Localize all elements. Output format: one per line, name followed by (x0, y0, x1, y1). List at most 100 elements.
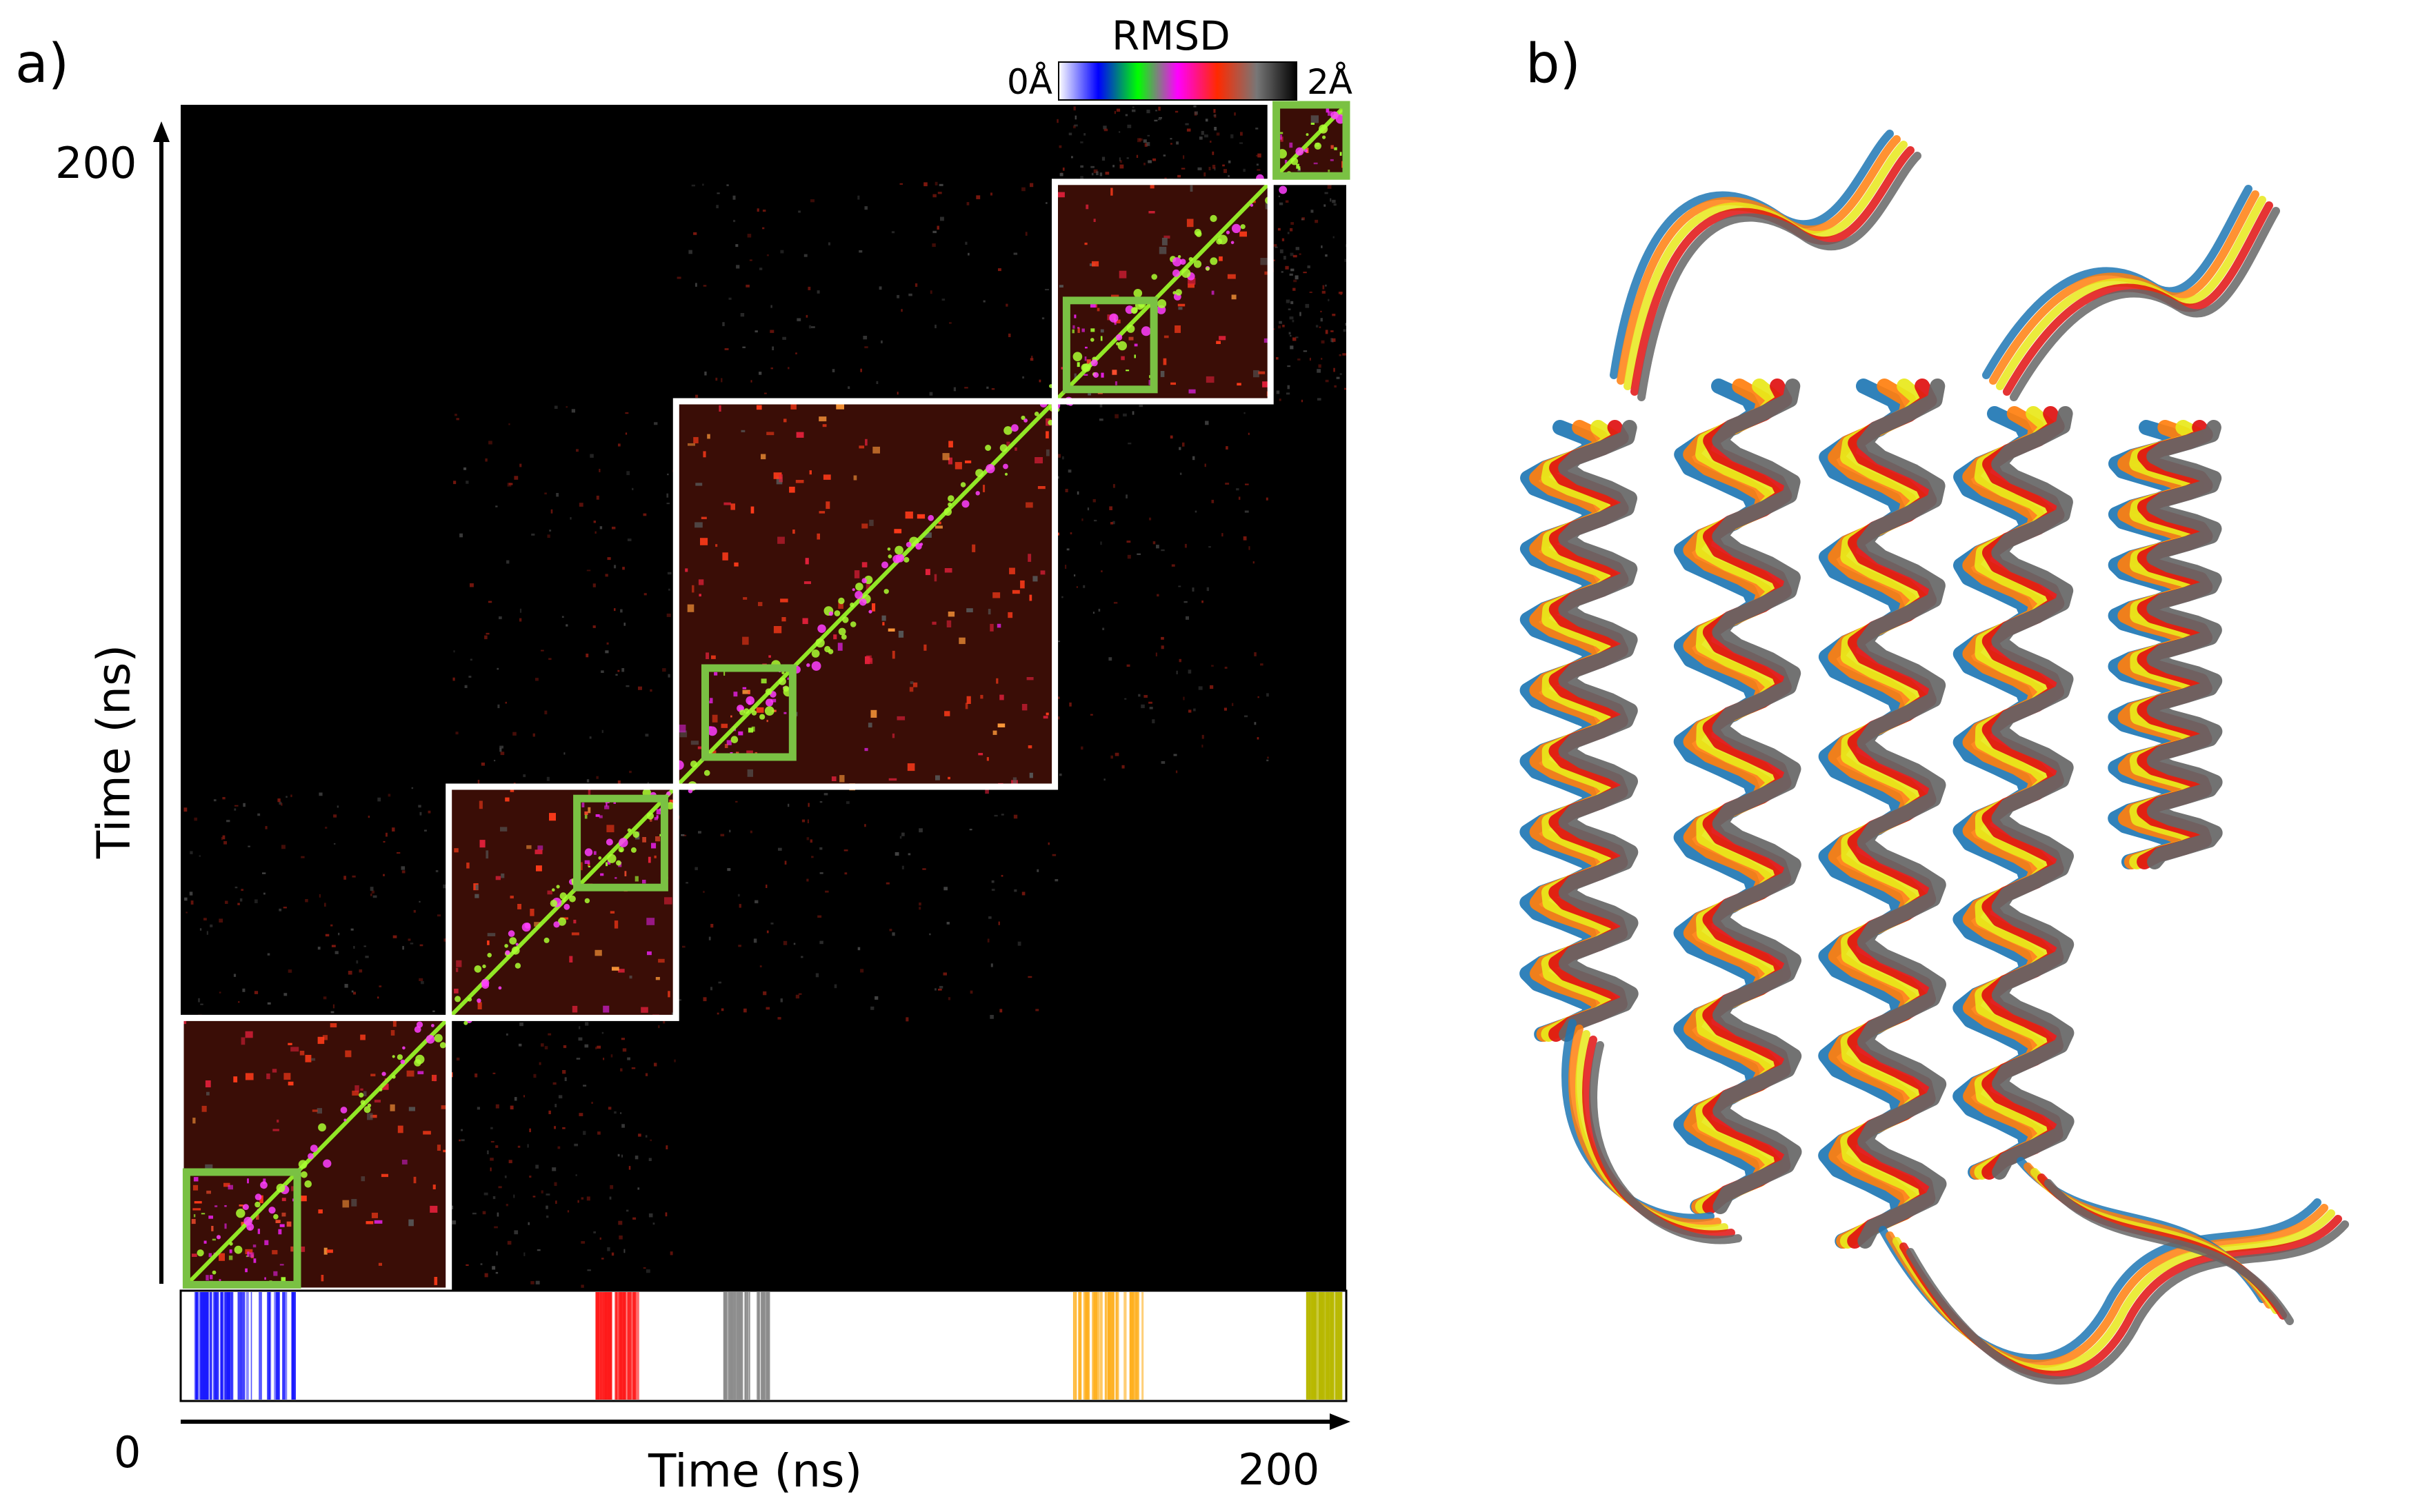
cluster-band-3 (746, 1292, 749, 1400)
cluster-box-4 (1052, 179, 1274, 405)
cluster-band-1 (246, 1292, 249, 1400)
colorbar-title: RMSD (1112, 12, 1230, 59)
cluster-band-4 (1073, 1292, 1077, 1400)
loop-segment (1637, 152, 1921, 401)
loop-segment (1906, 1220, 2349, 1385)
cluster-band-1 (194, 1292, 198, 1400)
cluster-band-4 (1096, 1292, 1099, 1400)
cluster-core-box-2 (573, 794, 668, 891)
cluster-band-3 (761, 1292, 762, 1400)
loop-segment (2010, 207, 2280, 401)
axes (153, 121, 1350, 1430)
cluster-band-5 (1339, 1292, 1343, 1400)
x-tick-label-0: 0 (114, 1427, 141, 1478)
cluster-band-1 (276, 1292, 280, 1400)
cluster-band-3 (741, 1292, 743, 1400)
cluster-band-2 (604, 1292, 608, 1400)
helix-ribbon (1558, 420, 1639, 1042)
colorbar-max-label: 2Å (1307, 62, 1353, 102)
panel-b-label: b) (1526, 33, 1581, 95)
x-axis-label: Time (ns) (648, 1444, 863, 1498)
cluster-band-3 (762, 1292, 766, 1400)
cluster-band-5 (1315, 1292, 1319, 1400)
cluster-band-1 (283, 1292, 288, 1400)
cluster-band-1 (212, 1292, 217, 1400)
cluster-band-2 (596, 1292, 600, 1400)
helix-ribbon (1712, 379, 1802, 1214)
cluster-band-2 (627, 1292, 632, 1400)
cluster-band-5 (1330, 1292, 1332, 1400)
cluster-band-2 (608, 1292, 612, 1400)
loop-segment (1589, 1041, 1742, 1244)
cluster-core-box-3 (701, 664, 797, 761)
cluster-band-1 (259, 1292, 262, 1400)
cluster-core-box-5 (1272, 101, 1350, 180)
cluster-band-5 (1313, 1292, 1317, 1400)
cluster-band-3 (736, 1292, 739, 1400)
cluster-band-5 (1326, 1292, 1329, 1400)
cluster-band-2 (603, 1292, 606, 1400)
cluster-band-1 (225, 1292, 229, 1400)
cluster-band-1 (268, 1292, 270, 1400)
cluster-band-2 (601, 1292, 604, 1400)
cluster-band-1 (197, 1292, 202, 1400)
cluster-band-4 (1132, 1292, 1135, 1400)
cluster-band-4 (1087, 1292, 1090, 1400)
cluster-band-3 (732, 1292, 734, 1400)
cluster-band-2 (624, 1292, 629, 1400)
cluster-band-2 (607, 1292, 609, 1400)
cluster-band-3 (744, 1292, 747, 1400)
cluster-core-box-4 (1062, 296, 1158, 394)
cluster-band-4 (1129, 1292, 1134, 1400)
cluster-core-box-1 (182, 1168, 301, 1289)
cluster-band-3 (748, 1292, 750, 1400)
cluster-band-1 (200, 1292, 205, 1400)
cluster-band-4 (1141, 1292, 1144, 1400)
cluster-band-1 (226, 1292, 230, 1400)
protein-structure-overlay (1519, 130, 2349, 1385)
cluster-band-3 (739, 1292, 743, 1400)
cluster-band-4 (1078, 1292, 1081, 1400)
y-tick-label-200: 200 (55, 138, 137, 188)
cluster-band-3 (723, 1292, 727, 1400)
cluster-band-4 (1085, 1292, 1088, 1400)
cluster-bands (194, 1292, 1343, 1400)
helix-ribbon (1991, 406, 2075, 1180)
cluster-band-2 (635, 1292, 639, 1400)
cluster-boxes (177, 101, 1350, 1294)
cluster-band-4 (1115, 1292, 1119, 1400)
cluster-band-3 (728, 1292, 732, 1400)
cluster-band-1 (231, 1292, 234, 1400)
cluster-band-5 (1330, 1292, 1335, 1400)
cluster-band-2 (630, 1292, 634, 1400)
helix-ribbon (1857, 379, 1947, 1249)
cluster-band-1 (221, 1292, 223, 1400)
cluster-band-2 (600, 1292, 602, 1400)
cluster-band-4 (1137, 1292, 1139, 1400)
cluster-band-5 (1306, 1292, 1311, 1400)
cluster-band-2 (620, 1292, 621, 1400)
cluster-band-1 (267, 1292, 270, 1400)
cluster-band-4 (1105, 1292, 1107, 1400)
colorbar (1058, 61, 1297, 101)
cluster-band-1 (240, 1292, 246, 1400)
cluster-band-5 (1335, 1292, 1337, 1400)
cluster-band-2 (632, 1292, 635, 1400)
cluster-band-1 (214, 1292, 219, 1400)
cluster-band-3 (766, 1292, 770, 1400)
cluster-band-2 (615, 1292, 620, 1400)
cluster-band-4 (1075, 1292, 1077, 1400)
helix-ribbon (2146, 420, 2223, 869)
cluster-band-5 (1319, 1292, 1323, 1400)
x-tick-label-200: 200 (1238, 1444, 1320, 1495)
cluster-band-4 (1108, 1292, 1110, 1400)
loop-segment (2044, 1179, 2294, 1325)
cluster-band-5 (1337, 1292, 1339, 1400)
cluster-band-1 (203, 1292, 208, 1400)
cluster-band-1 (291, 1292, 294, 1400)
cluster-band-2 (623, 1292, 626, 1400)
cluster-band-3 (735, 1292, 737, 1400)
cluster-band-3 (757, 1292, 760, 1400)
cluster-band-2 (621, 1292, 624, 1400)
